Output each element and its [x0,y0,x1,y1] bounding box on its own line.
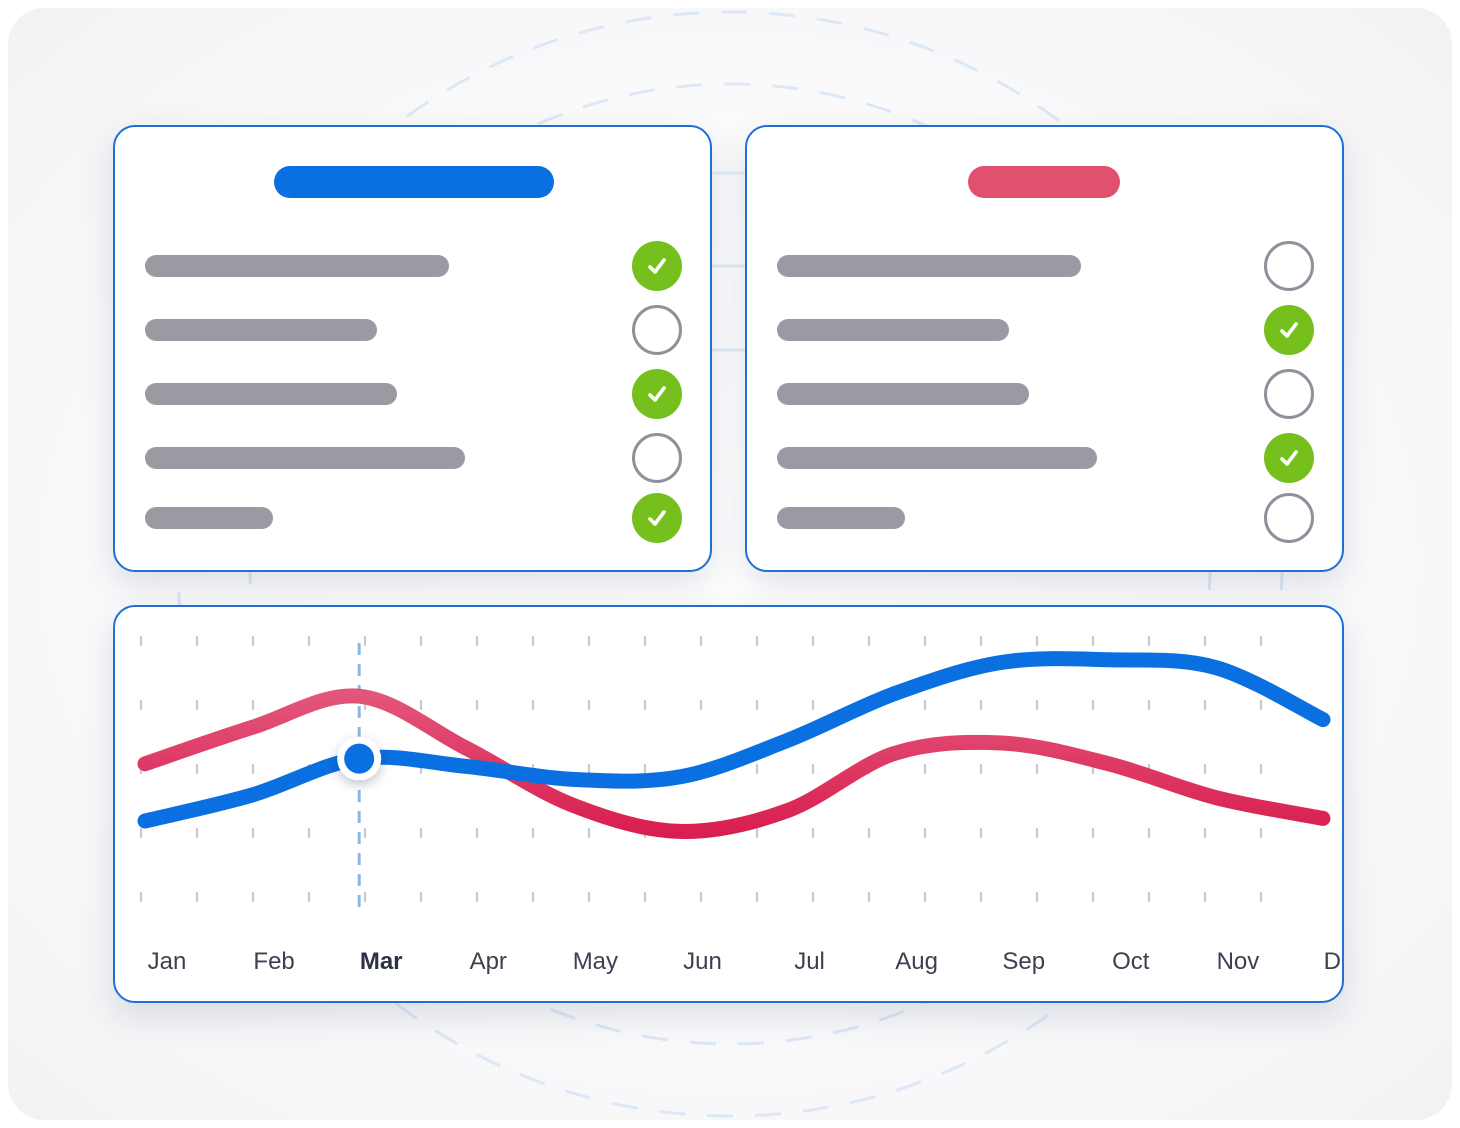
task-row [747,305,1342,355]
data-point-marker[interactable] [344,743,375,774]
x-axis-label[interactable]: Jul [794,948,825,975]
card-header-placeholder [968,166,1120,198]
task-text-placeholder [145,255,449,277]
chart-grid [139,635,1263,903]
task-row [115,493,710,543]
task-text-placeholder [145,447,465,469]
unchecked-circle-icon[interactable] [1264,493,1314,543]
checked-circle-icon[interactable] [1264,433,1314,483]
illustration-background: Jan Feb Mar Apr May Jun Jul Aug Sep Oct Nov Dec [8,8,1452,1120]
checked-circle-icon[interactable] [632,493,682,543]
checked-circle-icon[interactable] [632,369,682,419]
x-axis-label[interactable]: Feb [253,948,294,975]
task-text-placeholder [145,507,273,529]
x-axis-label[interactable]: Oct [1112,948,1150,975]
unchecked-circle-icon[interactable] [1264,241,1314,291]
unchecked-circle-icon[interactable] [632,305,682,355]
task-row [115,433,710,483]
task-row [115,369,710,419]
task-row [747,241,1342,291]
series-line-blue [137,651,1331,829]
x-axis-label[interactable]: Sep [1002,948,1045,975]
task-row [747,369,1342,419]
task-text-placeholder [145,319,377,341]
task-row [747,433,1342,483]
task-text-placeholder [777,507,905,529]
x-axis-label[interactable]: Aug [895,948,938,975]
checked-circle-icon[interactable] [1264,305,1314,355]
x-axis-label[interactable]: Nov [1217,948,1260,975]
task-text-placeholder [145,383,397,405]
x-axis-label[interactable]: Apr [470,948,507,975]
line-chart-card: Jan Feb Mar Apr May Jun Jul Aug Sep Oct Nov Dec [113,605,1344,1003]
x-axis-label[interactable]: Jun [683,948,722,975]
unchecked-circle-icon[interactable] [632,433,682,483]
x-axis-label[interactable]: Dec [1324,948,1342,975]
card-header-placeholder [274,166,554,198]
task-text-placeholder [777,255,1081,277]
x-axis-label[interactable]: Mar [360,948,403,975]
unchecked-circle-icon[interactable] [1264,369,1314,419]
checked-circle-icon[interactable] [632,241,682,291]
x-axis-label[interactable]: Jan [148,948,187,975]
task-row [115,305,710,355]
task-row [747,493,1342,543]
x-axis-label[interactable]: May [573,948,618,975]
task-text-placeholder [777,319,1009,341]
task-card-right [745,125,1344,572]
task-text-placeholder [777,383,1029,405]
series-line-red [137,688,1331,839]
line-chart: Jan Feb Mar Apr May Jun Jul Aug Sep Oct Nov Dec [137,635,1342,975]
task-text-placeholder [777,447,1097,469]
task-card-left [113,125,712,572]
task-row [115,241,710,291]
